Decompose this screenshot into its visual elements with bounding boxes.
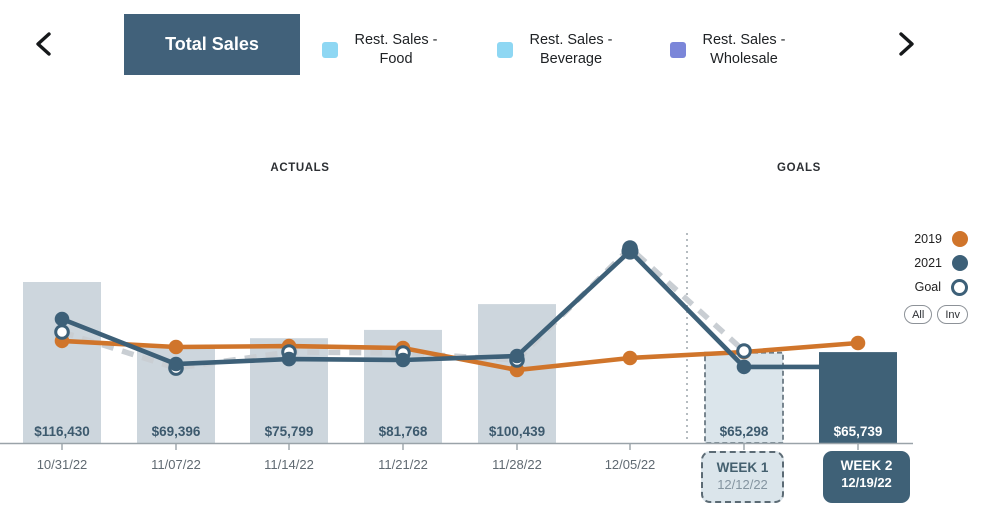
goal-marker[interactable] (54, 324, 70, 340)
wholesale-swatch-icon (670, 42, 686, 58)
x-axis-label: 12/05/22 (605, 457, 656, 472)
x-axis-label: 11/21/22 (378, 457, 428, 472)
line-2021 (61, 247, 819, 370)
bar-value-label: $75,799 (265, 424, 314, 439)
legend-row-goal: Goal (915, 275, 968, 299)
tab-rest-sales-food[interactable]: Rest. Sales - Food (322, 31, 454, 69)
legend-label: 2021 (914, 256, 942, 270)
week2-goal-box[interactable]: WEEK 2 12/19/22 (823, 451, 910, 503)
point-2021[interactable] (736, 359, 752, 375)
x-axis-label: 11/14/22 (264, 457, 314, 472)
all-filter-button[interactable]: All (904, 305, 933, 324)
bar-value-label: $65,298 (720, 424, 769, 439)
point-2019[interactable] (622, 350, 638, 366)
total-sales-bar[interactable] (23, 282, 101, 443)
legend-2021-marker-icon (952, 255, 968, 271)
week2-date: 12/19/22 (841, 475, 892, 490)
bar-value-label: $100,439 (489, 424, 545, 439)
bar-value-label: $116,430 (34, 424, 90, 439)
prev-metric-button[interactable] (28, 29, 62, 59)
legend-2019-marker-icon (952, 231, 968, 247)
legend-row-2021: 2021 (914, 251, 968, 275)
point-2021[interactable] (281, 351, 297, 367)
week2-title: WEEK 2 (840, 458, 893, 473)
tab-rest-sales-beverage[interactable]: Rest. Sales - Beverage (497, 31, 629, 69)
point-2021[interactable] (395, 352, 411, 368)
total-sales-bar[interactable] (819, 352, 897, 443)
series-legend: 2019 2021 Goal All Inv (904, 227, 968, 324)
bar-value-label: $65,739 (834, 424, 883, 439)
tab-label: Rest. Sales - Food (354, 32, 438, 67)
goals-section-label: GOALS (777, 162, 821, 174)
point-2021[interactable] (621, 242, 639, 260)
x-axis-label: 10/31/22 (37, 457, 88, 472)
inv-filter-button[interactable]: Inv (937, 305, 968, 324)
food-swatch-icon (322, 42, 338, 58)
bar-value-label: $81,768 (379, 424, 428, 439)
legend-goal-marker-icon (951, 278, 968, 296)
actuals-section-label: ACTUALS (270, 162, 330, 174)
point-2021[interactable] (54, 311, 70, 327)
legend-label: 2019 (914, 232, 942, 246)
goal-marker[interactable] (736, 343, 752, 359)
legend-filter-buttons: All Inv (904, 305, 968, 324)
point-2021[interactable] (168, 356, 184, 372)
week1-title: WEEK 1 (716, 460, 769, 475)
legend-row-2019: 2019 (914, 227, 968, 251)
tab-label: Rest. Sales - Beverage (529, 32, 613, 67)
beverage-swatch-icon (497, 42, 513, 58)
bar-value-label: $69,396 (152, 424, 201, 439)
legend-label: Goal (914, 280, 941, 294)
week1-goal-box[interactable]: WEEK 1 12/12/22 (701, 451, 784, 503)
x-axis-label: 11/07/22 (151, 457, 201, 472)
tab-label: Rest. Sales - Wholesale (702, 32, 786, 67)
chevron-right-icon (899, 32, 914, 56)
tab-rest-sales-wholesale[interactable]: Rest. Sales - Wholesale (670, 31, 802, 69)
point-2021[interactable] (509, 348, 525, 364)
tab-total-sales[interactable]: Total Sales (124, 14, 300, 75)
week1-date: 12/12/22 (717, 477, 768, 492)
point-2019[interactable] (850, 335, 866, 351)
point-2019[interactable] (168, 339, 184, 355)
x-axis-label: 11/28/22 (492, 457, 542, 472)
chevron-left-icon (36, 32, 51, 56)
next-metric-button[interactable] (888, 29, 922, 59)
